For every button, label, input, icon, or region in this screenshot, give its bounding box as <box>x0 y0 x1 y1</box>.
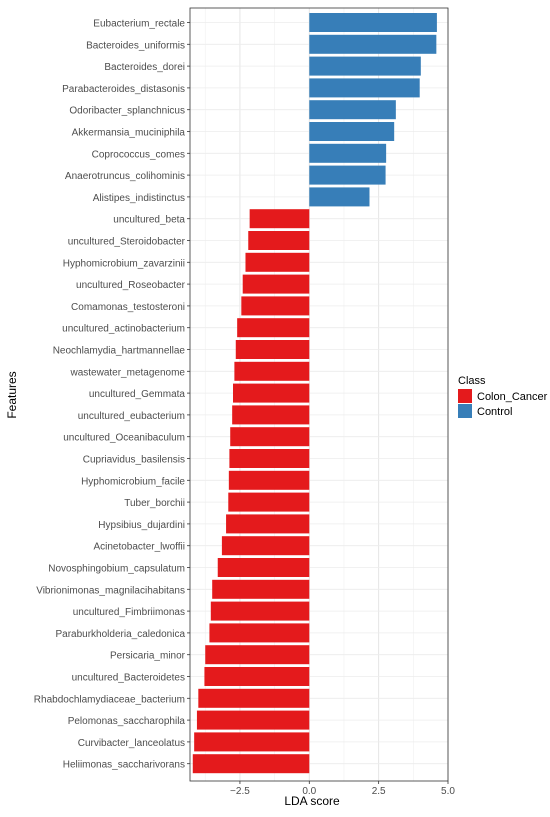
y-tick-label: uncultured_actinobacterium <box>62 324 185 335</box>
y-tick-label: Comamonas_testosteroni <box>71 302 185 313</box>
y-tick-label: Bacteroides_dorei <box>104 62 185 73</box>
bar-uncultured-bacteroidetes <box>204 667 310 686</box>
y-tick-label: uncultured_Oceanibaculum <box>63 433 185 444</box>
bar-persicaria-minor <box>205 645 310 665</box>
y-tick-label: Curvibacter_lanceolatus <box>78 738 185 749</box>
y-tick-label: Coprococcus_comes <box>92 149 185 160</box>
bar-uncultured-roseobacter <box>242 274 310 294</box>
bar-wastewater-metagenome <box>234 361 310 381</box>
y-tick-label: uncultured_beta <box>113 215 185 226</box>
y-tick-label: uncultured_Fimbriimonas <box>73 607 185 618</box>
bar-vibrionimonas-magnilacihabitans <box>212 579 310 599</box>
legend-swatch-colon-cancer <box>458 389 472 403</box>
bar-akkermansia-muciniphila <box>309 122 395 141</box>
bar-uncultured-beta <box>249 209 310 229</box>
bar-uncultured-eubacterium <box>232 405 310 425</box>
bar-cupriavidus-basilensis <box>229 449 310 468</box>
y-tick-label: Eubacterium_rectale <box>93 19 185 30</box>
legend-label-colon-cancer: Colon_Cancer <box>477 391 548 403</box>
bar-paraburkholderia-caledonica <box>209 623 310 643</box>
y-axis-title: Features <box>5 371 19 418</box>
x-tick-label: 2.5 <box>372 786 386 797</box>
bar-coprococcus-comes <box>309 143 387 163</box>
bar-eubacterium-rectale <box>309 13 437 32</box>
y-tick-label: Hyphomicrobium_zavarzinii <box>63 258 185 269</box>
y-tick-labels: Eubacterium_rectale Bacteroides_uniformis… <box>34 19 190 771</box>
bar-uncultured-oceanibaculum <box>230 427 310 447</box>
x-tick-label: −2.5 <box>230 786 250 797</box>
legend-title: Class <box>458 375 486 387</box>
bar-anaerotruncus-colihominis <box>309 165 386 185</box>
y-tick-label: Anaerotruncus_colihominis <box>65 171 185 182</box>
y-tick-label: Persicaria_minor <box>110 651 186 662</box>
bar-parabacteroides-distasonis <box>309 78 420 98</box>
y-tick-label: Parabacteroides_distasonis <box>62 84 185 95</box>
y-tick-label: uncultured_Roseobacter <box>76 280 186 291</box>
panel-border <box>189 7 449 782</box>
y-tick-label: Acinetobacter_lwoffii <box>93 542 185 553</box>
bar-acinetobacter-lwoffii <box>221 536 310 556</box>
x-tick-labels: −2.5 0.0 2.5 5.0 <box>230 781 455 797</box>
bar-uncultured-steroidobacter <box>248 231 310 250</box>
y-tick-label: Pelomonas_saccharophila <box>68 716 186 727</box>
bar-pelomonas-saccharophila <box>196 710 310 730</box>
bar-bacteroides-uniformis <box>309 34 437 54</box>
x-axis-title: LDA score <box>284 794 340 808</box>
bar-bacteroides-dorei <box>309 56 421 76</box>
bar-heliimonas-saccharivorans <box>192 754 310 774</box>
bar-hyphomicrobium-zavarzinii <box>245 252 310 272</box>
x-tick-label: 5.0 <box>441 786 455 797</box>
y-tick-label: wastewater_metagenome <box>69 367 185 378</box>
y-tick-label: Heliimonas_saccharivorans <box>63 760 185 771</box>
y-tick-label: Alistipes_indistinctus <box>93 193 185 204</box>
y-tick-label: Neochlamydia_hartmannellae <box>53 346 186 357</box>
y-tick-label: Vibrionimonas_magnilacihabitans <box>36 585 185 596</box>
y-tick-label: Cupriavidus_basilensis <box>83 455 185 466</box>
x-tick-label: 0.0 <box>302 786 316 797</box>
y-tick-label: Bacteroides_uniformis <box>86 40 185 51</box>
legend-swatch-control <box>458 404 472 418</box>
legend-label-control: Control <box>477 406 512 418</box>
y-tick-label: uncultured_Bacteroidetes <box>72 673 185 684</box>
bar-comamonas-testosteroni <box>241 296 310 316</box>
y-tick-label: Odoribacter_splanchnicus <box>69 106 185 117</box>
bar-uncultured-actinobacterium <box>237 318 310 338</box>
bar-curvibacter-lanceolatus <box>194 732 310 752</box>
y-tick-label: uncultured_eubacterium <box>78 411 185 422</box>
y-tick-label: Tuber_borchii <box>124 498 185 509</box>
bar-alistipes-indistinctus <box>309 187 370 207</box>
bar-uncultured-fimbriimonas <box>210 601 310 621</box>
bar-hyphomicrobium-facile <box>228 470 310 490</box>
bar-hypsibius-dujardini <box>226 514 310 534</box>
bar-odoribacter-splanchnicus <box>309 100 396 120</box>
bar-novosphingobium-capsulatum <box>217 558 310 577</box>
y-tick-label: uncultured_Steroidobacter <box>68 237 186 248</box>
bar-rhabdochlamydiaceae-bacterium <box>198 688 310 708</box>
bar-uncultured-gemmata <box>233 383 310 403</box>
y-tick-label: Paraburkholderia_caledonica <box>55 629 185 640</box>
y-tick-label: Novosphingobium_capsulatum <box>48 564 185 575</box>
y-tick-label: uncultured_Gemmata <box>89 389 186 400</box>
bar-layer <box>192 13 437 774</box>
y-tick-label: Hypsibius_dujardini <box>98 520 185 531</box>
legend: Class Colon_Cancer Control <box>458 375 548 418</box>
y-tick-label: Rhabdochlamydiaceae_bacterium <box>34 694 185 705</box>
bar-tuber-borchii <box>228 492 310 512</box>
y-tick-label: Hyphomicrobium_facile <box>81 476 185 487</box>
bar-neochlamydia-hartmannellae <box>235 340 310 359</box>
y-tick-label: Akkermansia_muciniphila <box>72 128 186 139</box>
